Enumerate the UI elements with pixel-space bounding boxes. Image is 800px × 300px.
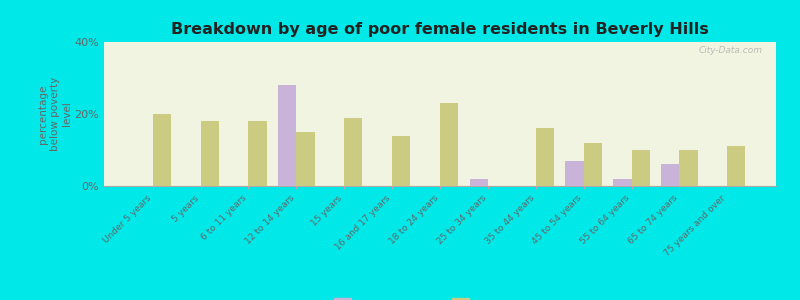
Bar bbox=[470, 179, 488, 186]
Bar bbox=[201, 121, 219, 186]
Bar bbox=[661, 164, 679, 186]
Bar bbox=[249, 121, 266, 186]
Text: City-Data.com: City-Data.com bbox=[698, 46, 762, 55]
Title: Breakdown by age of poor female residents in Beverly Hills: Breakdown by age of poor female resident… bbox=[171, 22, 709, 37]
Bar bbox=[392, 136, 410, 186]
Bar bbox=[727, 146, 746, 186]
Bar bbox=[631, 150, 650, 186]
Bar bbox=[153, 114, 171, 186]
Bar bbox=[440, 103, 458, 186]
Bar bbox=[536, 128, 554, 186]
Bar bbox=[614, 179, 631, 186]
Bar bbox=[296, 132, 314, 186]
Bar bbox=[566, 161, 584, 186]
Bar bbox=[344, 118, 362, 186]
Bar bbox=[679, 150, 698, 186]
Bar bbox=[278, 85, 296, 186]
Y-axis label: percentage
below poverty
level: percentage below poverty level bbox=[38, 77, 72, 151]
Legend: Beverly Hills, Michigan: Beverly Hills, Michigan bbox=[338, 296, 542, 300]
Bar bbox=[584, 143, 602, 186]
